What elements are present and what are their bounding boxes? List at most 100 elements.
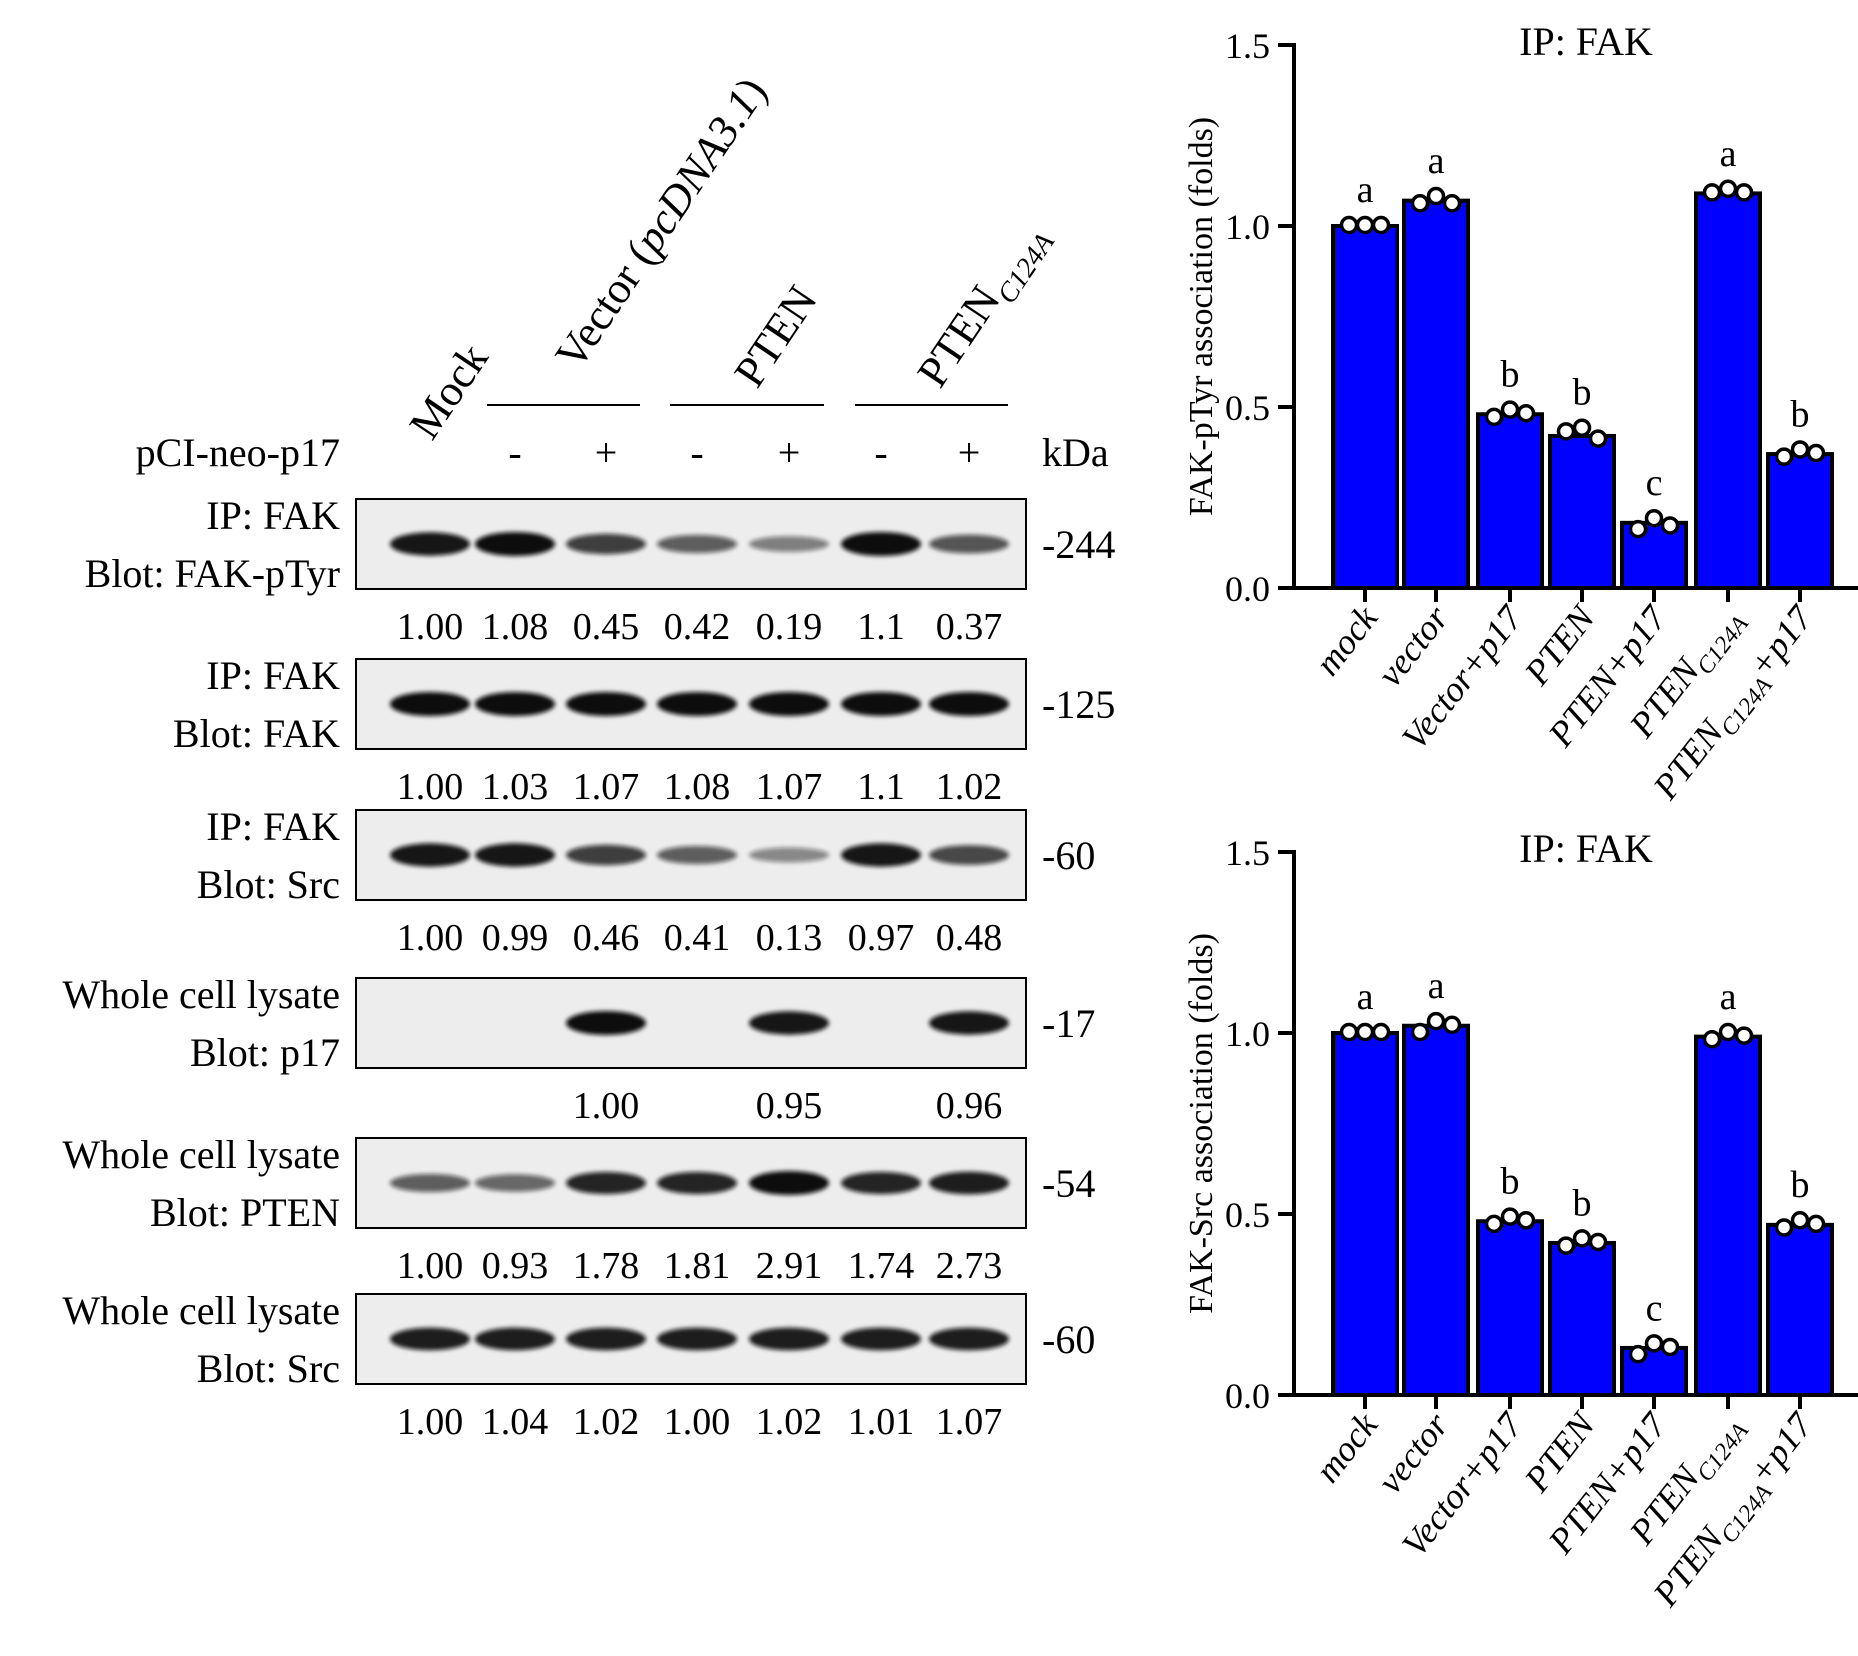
y-axis-label: FAK-Src association (folds) bbox=[1183, 933, 1220, 1314]
kda-unit-label: kDa bbox=[1042, 430, 1109, 475]
data-point bbox=[1516, 403, 1536, 423]
data-point bbox=[1355, 1022, 1375, 1042]
quantification-value: 0.46 bbox=[573, 917, 640, 959]
data-point bbox=[1500, 400, 1520, 419]
data-point bbox=[1371, 1022, 1391, 1042]
data-point bbox=[1410, 1022, 1430, 1042]
protein-band bbox=[841, 843, 921, 867]
protein-band bbox=[566, 844, 646, 866]
data-point bbox=[1718, 179, 1738, 199]
protein-band bbox=[929, 845, 1009, 865]
data-point bbox=[1734, 183, 1754, 202]
y-tick-label: 0.5 bbox=[1225, 388, 1270, 428]
data-point bbox=[1660, 516, 1680, 535]
quantification-value: 1.00 bbox=[397, 1401, 464, 1443]
bar-chart-fak-src: IP: FAK FAK-Src association (folds) 0.0 0.5… bbox=[1183, 826, 1858, 1614]
y-tick-label: 0.5 bbox=[1225, 1195, 1270, 1235]
significance-letter: a bbox=[1428, 965, 1445, 1007]
quantification-value: 0.99 bbox=[482, 917, 549, 959]
blot-row: IP: FAK Blot: FAK -125 1.00 1.03 1.07 1.08 1.07… bbox=[173, 653, 1115, 808]
data-point bbox=[1410, 194, 1430, 213]
treatment-sign: - bbox=[690, 430, 703, 475]
blot-row: Whole cell lysate Blot: p17 -17 1.00 0.95 0.9… bbox=[62, 972, 1095, 1127]
quantification-value: 1.02 bbox=[756, 1401, 823, 1443]
quantification-value: 0.93 bbox=[482, 1245, 549, 1287]
chart-title: IP: FAK bbox=[1519, 826, 1653, 871]
bar bbox=[1694, 1034, 1762, 1397]
significance-letter: b bbox=[1573, 1182, 1592, 1224]
quantification-value: 1.01 bbox=[848, 1401, 915, 1443]
significance-letter: b bbox=[1791, 1164, 1810, 1206]
data-point bbox=[1442, 1015, 1462, 1035]
lane-label-vector: Vector (pcDNA3.1) bbox=[546, 69, 777, 378]
blot-antibody-label: Blot: FAK bbox=[173, 711, 340, 756]
protein-band bbox=[475, 1174, 555, 1192]
bar bbox=[1331, 1031, 1399, 1397]
quantification-value: 1.00 bbox=[573, 1085, 640, 1127]
protein-band bbox=[929, 534, 1009, 554]
significance-letter: b bbox=[1573, 372, 1592, 414]
quantification-value: 2.73 bbox=[936, 1245, 1003, 1287]
quantification-value: 1.1 bbox=[857, 606, 905, 648]
protein-band bbox=[929, 1171, 1009, 1195]
data-point bbox=[1644, 508, 1664, 528]
protein-band bbox=[390, 1327, 470, 1351]
quantification-value: 0.19 bbox=[756, 606, 823, 648]
protein-band bbox=[566, 1327, 646, 1351]
protein-band bbox=[749, 536, 829, 552]
y-tick-label: 1.0 bbox=[1225, 207, 1270, 247]
bar bbox=[1402, 198, 1470, 590]
quantification-value: 1.08 bbox=[664, 766, 731, 808]
data-point bbox=[1628, 1344, 1648, 1364]
blot-row: Whole cell lysate Blot: Src -60 1.00 1.04 1.0… bbox=[62, 1288, 1095, 1443]
protein-band bbox=[929, 692, 1009, 716]
quantification-value: 1.02 bbox=[573, 1401, 640, 1443]
significance-letter: b bbox=[1501, 354, 1520, 396]
bar bbox=[1476, 1219, 1544, 1397]
significance-letter: a bbox=[1720, 976, 1737, 1018]
significance-letter: a bbox=[1720, 133, 1737, 175]
data-point bbox=[1339, 215, 1359, 235]
treatment-sign: - bbox=[874, 430, 887, 475]
quantification-value: 1.00 bbox=[397, 917, 464, 959]
quantification-value: 0.97 bbox=[848, 917, 915, 959]
data-point bbox=[1660, 1337, 1680, 1357]
data-point bbox=[1484, 407, 1504, 427]
protein-band bbox=[657, 692, 737, 716]
treatment-sign: - bbox=[508, 430, 521, 475]
data-point bbox=[1774, 1218, 1794, 1237]
treatment-sign: + bbox=[595, 430, 618, 475]
data-point bbox=[1702, 1029, 1722, 1049]
blot-ip-label: Whole cell lysate bbox=[62, 1132, 340, 1177]
protein-band bbox=[929, 1327, 1009, 1351]
data-point bbox=[1426, 1011, 1446, 1031]
bar bbox=[1548, 1240, 1616, 1397]
blot-antibody-label: Blot: Src bbox=[197, 1346, 340, 1391]
kda-marker: -60 bbox=[1042, 833, 1095, 878]
data-point bbox=[1790, 440, 1810, 459]
quantification-value: 1.00 bbox=[397, 606, 464, 648]
quantification-value: 0.95 bbox=[756, 1085, 823, 1127]
quantification-value: 0.96 bbox=[936, 1085, 1003, 1127]
quantification-value: 1.02 bbox=[936, 766, 1003, 808]
y-tick-label: 1.5 bbox=[1225, 26, 1270, 66]
protein-band bbox=[657, 1327, 737, 1351]
data-point bbox=[1484, 1214, 1504, 1234]
kda-marker: -125 bbox=[1042, 682, 1115, 727]
quantification-value: 1.04 bbox=[482, 1401, 549, 1443]
data-point bbox=[1702, 183, 1722, 202]
significance-letter: b bbox=[1501, 1161, 1520, 1203]
treatment-label: pCI-neo-p17 bbox=[136, 430, 340, 475]
significance-letter: c bbox=[1646, 1287, 1663, 1329]
protein-band bbox=[566, 1011, 646, 1035]
blot-row: IP: FAK Blot: Src -60 1.00 0.99 0.46 0.41 0.13 0… bbox=[197, 804, 1096, 959]
protein-band bbox=[475, 1327, 555, 1351]
quantification-value: 1.00 bbox=[397, 1245, 464, 1287]
quantification-value: 1.08 bbox=[482, 606, 549, 648]
data-point bbox=[1774, 447, 1794, 466]
protein-band bbox=[390, 1174, 470, 1192]
protein-band bbox=[749, 1171, 829, 1195]
data-point bbox=[1734, 1026, 1754, 1045]
protein-band bbox=[749, 692, 829, 716]
